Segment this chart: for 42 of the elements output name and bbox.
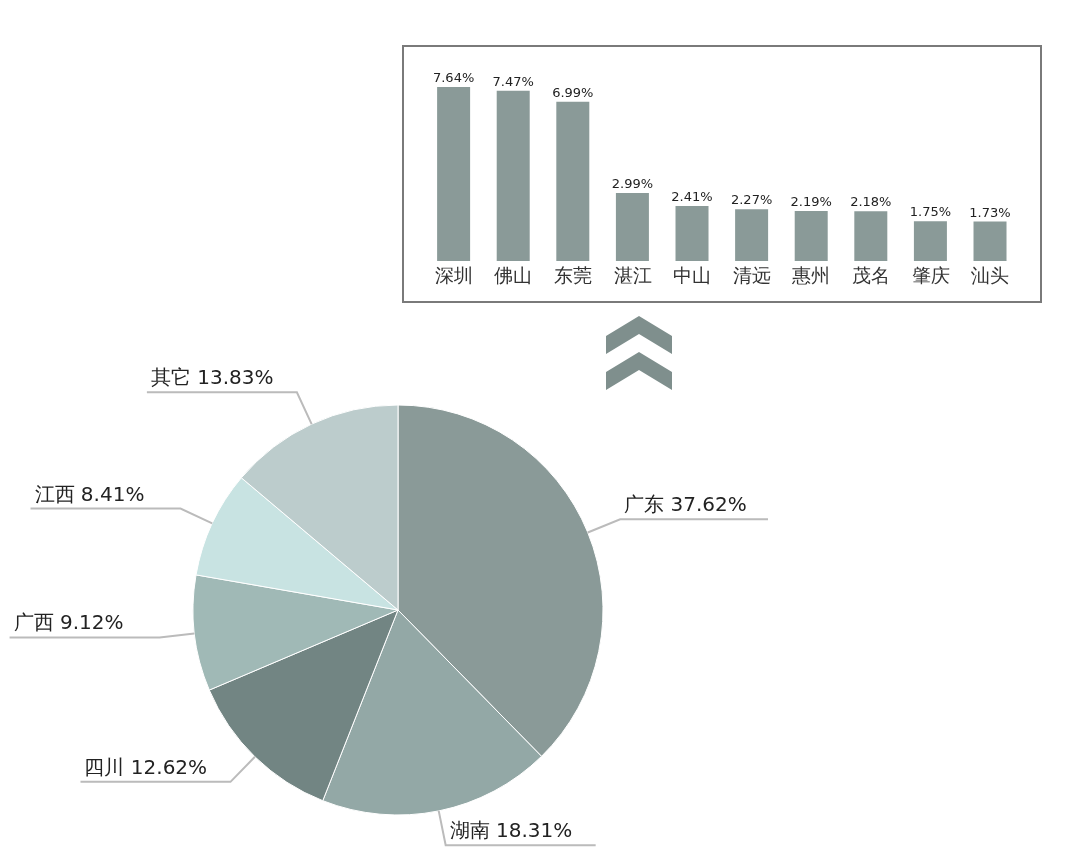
data-label: 13.83% — [197, 365, 274, 390]
data-label: 1.75% — [909, 204, 952, 220]
x-tick-label: 惠州 — [791, 264, 831, 287]
data-label: 2.27% — [730, 192, 773, 208]
x-tick-label: 中山 — [673, 264, 712, 287]
x-tick-label: 深圳 — [434, 264, 473, 287]
slice-label: 广东 — [624, 492, 665, 517]
bar — [437, 87, 471, 261]
data-label: 2.41% — [671, 189, 713, 205]
bar — [496, 90, 530, 261]
bar — [556, 101, 590, 261]
slice-label: 江西 — [34, 481, 75, 506]
data-label: 7.64% — [432, 70, 475, 85]
slice-label: 其它 — [150, 365, 191, 390]
bar — [913, 221, 947, 261]
x-tick-label: 清远 — [732, 264, 771, 287]
data-label: 2.99% — [611, 175, 654, 191]
data-label: 18.31% — [496, 818, 573, 843]
data-label: 8.41% — [80, 481, 145, 506]
bar — [675, 206, 709, 261]
bar — [735, 209, 769, 261]
data-label: 9.12% — [59, 610, 124, 635]
slice-label: 湖南 — [449, 818, 490, 843]
bar — [794, 211, 828, 261]
data-label: 2.18% — [850, 194, 892, 210]
x-tick-label: 汕头 — [971, 264, 1010, 287]
bar — [854, 211, 888, 261]
slice-label: 四川 — [84, 754, 125, 779]
bar — [973, 221, 1007, 261]
data-label: 37.62% — [670, 492, 747, 517]
data-label: 2.19% — [790, 194, 832, 210]
x-tick-label: 茂名 — [852, 264, 890, 287]
x-tick-label: 佛山 — [494, 264, 533, 287]
data-label: 7.47% — [492, 73, 534, 89]
x-tick-label: 东莞 — [554, 264, 592, 287]
data-label: 1.73% — [969, 204, 1011, 220]
slice-label: 广西 — [13, 610, 54, 635]
data-label: 12.62% — [130, 754, 208, 779]
bar — [615, 192, 649, 261]
x-tick-label: 湛江 — [613, 264, 652, 287]
data-label: 6.99% — [552, 84, 594, 100]
x-tick-label: 肇庆 — [911, 264, 950, 287]
